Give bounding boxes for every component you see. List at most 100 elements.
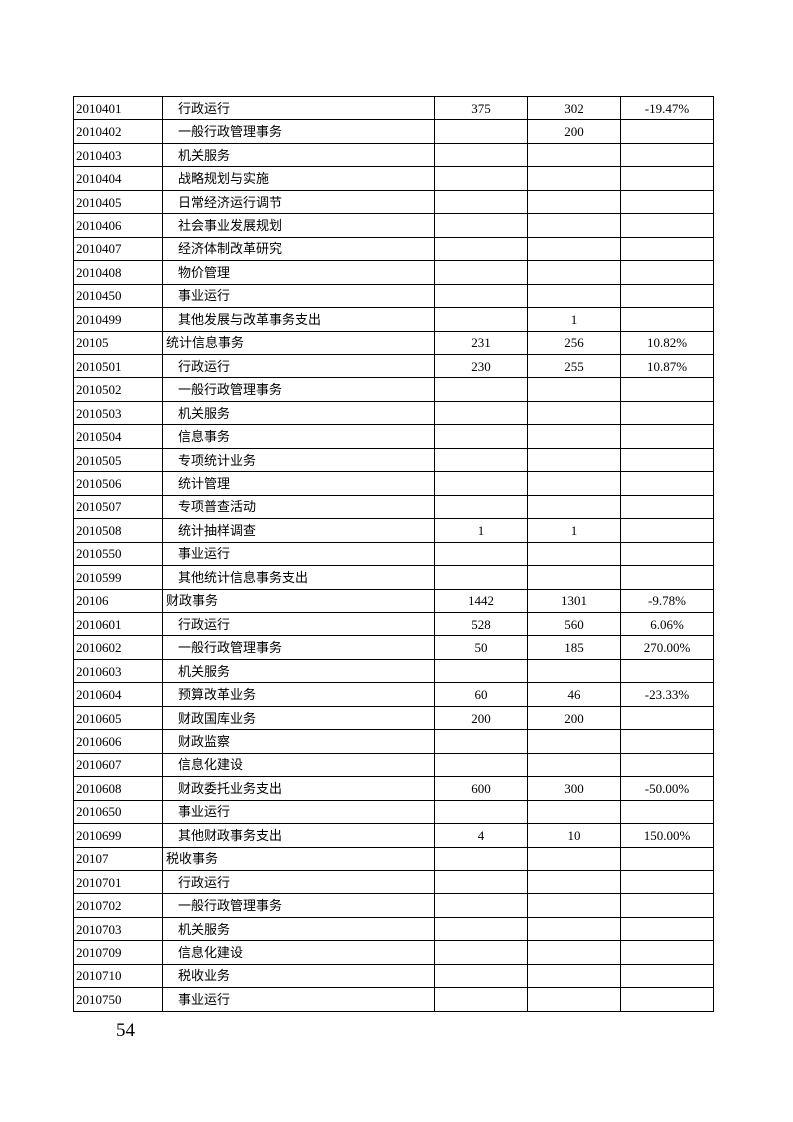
code-cell: 2010650 <box>73 799 163 825</box>
value-cell-2 <box>527 494 621 520</box>
value-cell-1 <box>434 142 528 168</box>
value-cell-1: 1 <box>434 518 528 543</box>
name-cell: 其他发展与改革事务支出 <box>162 307 435 332</box>
name-cell: 一般行政管理事务 <box>162 377 435 402</box>
change-percent-cell <box>620 846 714 871</box>
value-cell-2 <box>527 729 621 754</box>
change-percent-cell <box>620 565 714 590</box>
name-cell: 物价管理 <box>162 260 435 285</box>
change-percent-cell <box>620 869 714 895</box>
value-cell-2 <box>527 846 621 871</box>
value-cell-1: 231 <box>434 330 528 355</box>
name-cell: 行政运行 <box>162 611 435 637</box>
value-cell-1 <box>434 916 528 942</box>
code-cell: 2010506 <box>73 471 163 496</box>
value-cell-2 <box>527 658 621 684</box>
table-row: 2010502 一般行政管理事务 <box>73 377 714 402</box>
table-row: 2010699 其他财政事务支出 4 10 150.00% <box>73 823 714 848</box>
value-cell-1 <box>434 283 528 309</box>
table-row: 2010404 战略规划与实施 <box>73 166 714 191</box>
change-percent-cell <box>620 940 714 965</box>
page-number: 54 <box>116 1020 135 1041</box>
code-cell: 2010607 <box>73 752 163 778</box>
value-cell-2: 255 <box>527 353 621 379</box>
change-percent-cell <box>620 987 714 1012</box>
name-cell: 日常经济运行调节 <box>162 189 435 215</box>
value-cell-2 <box>527 142 621 168</box>
table-row: 2010604 预算改革业务 60 46 -23.33% <box>73 682 714 707</box>
value-cell-1 <box>434 987 528 1012</box>
code-cell: 2010602 <box>73 635 163 660</box>
table-row: 2010403 机关服务 <box>73 142 714 168</box>
table-row: 2010602 一般行政管理事务 50 185 270.00% <box>73 635 714 660</box>
code-cell: 2010505 <box>73 447 163 473</box>
table-row: 2010703 机关服务 <box>73 916 714 942</box>
value-cell-1 <box>434 189 528 215</box>
table-row: 2010601 行政运行 528 560 6.06% <box>73 611 714 637</box>
name-cell: 机关服务 <box>162 916 435 942</box>
code-cell: 2010750 <box>73 987 163 1012</box>
change-percent-cell <box>620 518 714 543</box>
value-cell-2 <box>527 377 621 402</box>
value-cell-1 <box>434 869 528 895</box>
table-row: 2010408 物价管理 <box>73 260 714 285</box>
table-row: 2010405 日常经济运行调节 <box>73 189 714 215</box>
value-cell-2 <box>527 166 621 191</box>
value-cell-1 <box>434 471 528 496</box>
name-cell: 专项统计业务 <box>162 447 435 473</box>
name-cell: 事业运行 <box>162 283 435 309</box>
code-cell: 2010404 <box>73 166 163 191</box>
value-cell-1 <box>434 846 528 871</box>
change-percent-cell <box>620 307 714 332</box>
name-cell: 机关服务 <box>162 658 435 684</box>
code-cell: 2010710 <box>73 963 163 989</box>
value-cell-1 <box>434 494 528 520</box>
change-percent-cell: -19.47% <box>620 95 714 121</box>
table-row: 2010508 统计抽样调查 1 1 <box>73 518 714 543</box>
code-cell: 2010601 <box>73 611 163 637</box>
change-percent-cell: 150.00% <box>620 823 714 848</box>
value-cell-2 <box>527 916 621 942</box>
change-percent-cell <box>620 963 714 989</box>
value-cell-2: 300 <box>527 776 621 801</box>
name-cell: 统计信息事务 <box>162 330 435 355</box>
name-cell: 统计抽样调查 <box>162 518 435 543</box>
value-cell-2: 200 <box>527 119 621 144</box>
value-cell-2 <box>527 940 621 965</box>
value-cell-1 <box>434 963 528 989</box>
name-cell: 一般行政管理事务 <box>162 119 435 144</box>
table-row: 2010406 社会事业发展规划 <box>73 213 714 238</box>
value-cell-2 <box>527 963 621 989</box>
value-cell-1 <box>434 260 528 285</box>
table-row: 2010605 财政国库业务 200 200 <box>73 705 714 731</box>
change-percent-cell <box>620 189 714 215</box>
code-cell: 2010405 <box>73 189 163 215</box>
change-percent-cell <box>620 236 714 262</box>
code-cell: 2010599 <box>73 565 163 590</box>
value-cell-2 <box>527 987 621 1012</box>
code-cell: 2010703 <box>73 916 163 942</box>
name-cell: 机关服务 <box>162 400 435 426</box>
name-cell: 经济体制改革研究 <box>162 236 435 262</box>
value-cell-2 <box>527 565 621 590</box>
code-cell: 2010550 <box>73 541 163 567</box>
change-percent-cell <box>620 260 714 285</box>
table-row: 2010401 行政运行 375 302 -19.47% <box>73 95 714 121</box>
code-cell: 2010608 <box>73 776 163 801</box>
table-row: 2010503 机关服务 <box>73 400 714 426</box>
name-cell: 事业运行 <box>162 987 435 1012</box>
table-row: 2010606 财政监察 <box>73 729 714 754</box>
value-cell-2 <box>527 213 621 238</box>
value-cell-2: 46 <box>527 682 621 707</box>
table-row: 2010507 专项普查活动 <box>73 494 714 520</box>
code-cell: 2010407 <box>73 236 163 262</box>
name-cell: 财政监察 <box>162 729 435 754</box>
code-cell: 2010401 <box>73 95 163 121</box>
value-cell-1 <box>434 940 528 965</box>
change-percent-cell <box>620 400 714 426</box>
value-cell-2 <box>527 424 621 449</box>
change-percent-cell <box>620 166 714 191</box>
code-cell: 2010499 <box>73 307 163 332</box>
budget-table: 2010401 行政运行 375 302 -19.47% 2010402 一般行政管理事务 2… <box>73 95 714 1012</box>
code-cell: 2010507 <box>73 494 163 520</box>
